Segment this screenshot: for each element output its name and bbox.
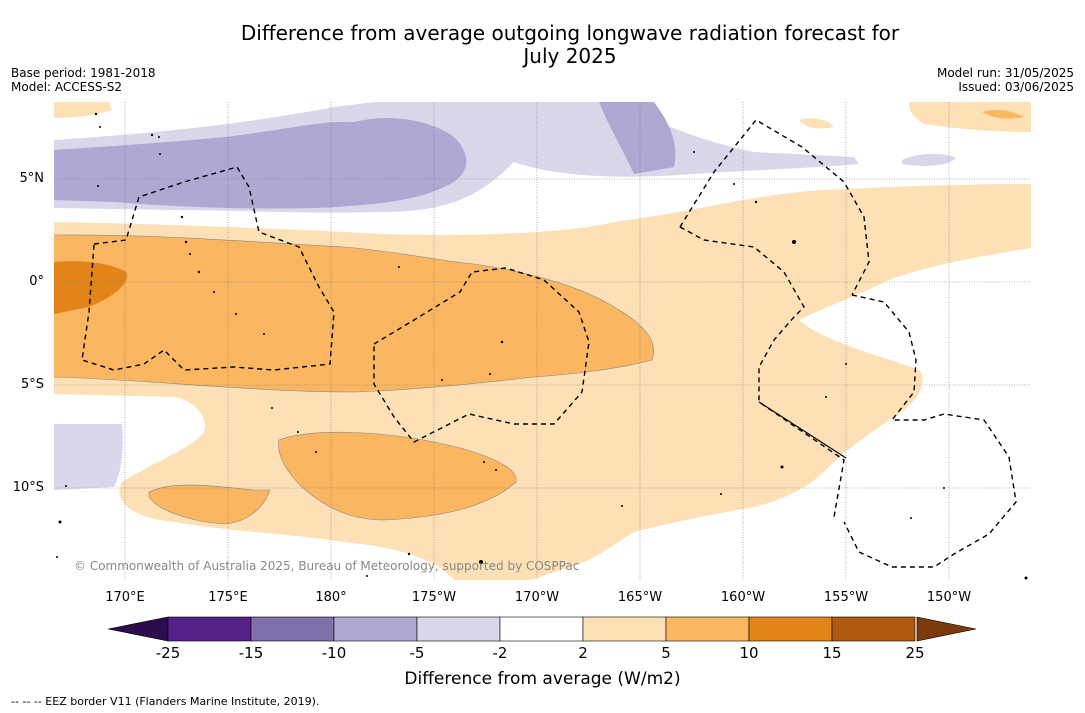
chart-title: Difference from average outgoing longwav… bbox=[170, 22, 970, 68]
eez-border-east-south bbox=[843, 294, 1017, 568]
base-period: Base period: 1981-2018 bbox=[11, 66, 156, 80]
model-run: Model run: 31/05/2025 bbox=[936, 66, 1074, 80]
colorbar-segments bbox=[167, 616, 916, 642]
lon-label-150w: 150°W bbox=[926, 590, 972, 605]
title-line-1: Difference from average outgoing longwav… bbox=[240, 21, 900, 45]
lat-label-5s: 5°S bbox=[20, 377, 44, 392]
lat-label-5n: 5°N bbox=[19, 171, 45, 186]
colorbar-segment bbox=[167, 616, 252, 642]
contour-neg-mid-north bbox=[54, 117, 467, 209]
lon-label-180: 180° bbox=[315, 590, 347, 605]
contour-pos-mid-equatorial bbox=[54, 234, 654, 392]
contour-neg-light-south bbox=[54, 424, 123, 490]
eez-border-east-mid bbox=[679, 226, 845, 518]
anomaly-map: © Commonwealth of Australia 2025, Bureau… bbox=[54, 102, 1031, 580]
meta-right: Model run: 31/05/2025 Issued: 03/06/2025 bbox=[937, 66, 1074, 94]
eez-border-central bbox=[373, 267, 590, 443]
eez-borders bbox=[81, 119, 1017, 568]
colorbar-tick: 5 bbox=[661, 644, 671, 662]
lat-label-0: 0° bbox=[29, 274, 44, 289]
lon-label-175e: 175°E bbox=[208, 590, 248, 605]
contour-lines bbox=[54, 234, 654, 525]
title-line-2: July 2025 bbox=[523, 44, 617, 68]
colorbar-segment bbox=[665, 616, 750, 642]
contour-pos-light-patch-top bbox=[54, 102, 112, 118]
colorbar-segment bbox=[831, 616, 916, 642]
colorbar-segment bbox=[250, 616, 335, 642]
islands bbox=[56, 112, 1028, 580]
colorbar bbox=[108, 616, 977, 642]
lon-label-175w: 175°W bbox=[411, 590, 457, 605]
contour-pos-mid-south bbox=[278, 432, 517, 520]
colorbar-tick: -25 bbox=[155, 644, 181, 662]
colorbar-segment bbox=[416, 616, 501, 642]
lon-label-170w: 170°W bbox=[514, 590, 560, 605]
copyright-text: © Commonwealth of Australia 2025, Bureau… bbox=[74, 559, 579, 573]
contour-pos-mid-southwest bbox=[149, 484, 270, 524]
colorbar-segment bbox=[499, 616, 584, 642]
contour-pos-dark-west bbox=[54, 261, 128, 314]
gridlines bbox=[54, 102, 1031, 580]
colorbar-tick: -2 bbox=[492, 644, 508, 662]
colorbar-under-triangle bbox=[108, 616, 169, 642]
contour-pos-light-patch-ne bbox=[909, 102, 1031, 132]
colorbar-tick: 10 bbox=[739, 644, 759, 662]
eez-border-east-north bbox=[679, 119, 870, 296]
colorbar-segment bbox=[582, 616, 667, 642]
eez-border-solid-segment bbox=[758, 401, 847, 459]
colorbar-tick: -15 bbox=[238, 644, 264, 662]
colorbar-tick: 25 bbox=[905, 644, 925, 662]
contour-pos-mid-ne bbox=[982, 109, 1024, 119]
colorbar-segment bbox=[333, 616, 418, 642]
colorbar-tick: -5 bbox=[409, 644, 425, 662]
colorbar-segment bbox=[748, 616, 833, 642]
colorbar-tick: -10 bbox=[321, 644, 347, 662]
contour-neg-light-patch-east bbox=[902, 153, 956, 166]
eez-border-west bbox=[81, 166, 335, 371]
lon-label-165w: 165°W bbox=[617, 590, 663, 605]
contour-neg-mid-east bbox=[599, 102, 676, 174]
lon-label-155w: 155°W bbox=[823, 590, 869, 605]
meta-left: Base period: 1981-2018 Model: ACCESS-S2 bbox=[11, 66, 156, 94]
lon-label-170e: 170°E bbox=[105, 590, 145, 605]
issued-date: Issued: 03/06/2025 bbox=[958, 80, 1074, 94]
colorbar-label: Difference from average (W/m2) bbox=[404, 669, 681, 689]
model-name: Model: ACCESS-S2 bbox=[11, 80, 123, 94]
colorbar-over-triangle bbox=[916, 616, 977, 642]
colorbar-tick: 15 bbox=[822, 644, 842, 662]
eez-footnote: -- -- -- EEZ border V11 (Flanders Marine… bbox=[11, 695, 320, 708]
lat-label-10s: 10°S bbox=[12, 480, 44, 495]
colorbar-tick: 2 bbox=[578, 644, 588, 662]
lon-label-160w: 160°W bbox=[720, 590, 766, 605]
contour-pos-light-patch-small bbox=[799, 118, 834, 129]
